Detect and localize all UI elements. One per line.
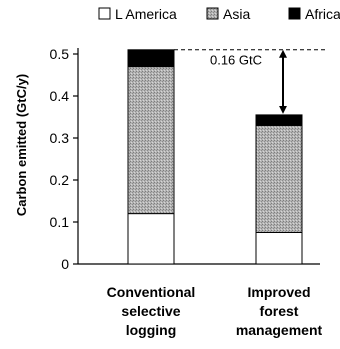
bar-africa-2 <box>255 114 303 126</box>
x-axis-category-labels: Conventional selective logging Improved fore… <box>107 284 323 338</box>
bar-asia-2 <box>255 124 303 233</box>
difference-label: 0.16 GtC <box>210 52 262 67</box>
y-tick-label: 0 <box>61 256 69 272</box>
difference-annotation: 0.16 GtC <box>174 49 326 114</box>
y-tick-label: 0.4 <box>50 88 70 104</box>
legend-label-asia: Asia <box>223 6 250 22</box>
bars <box>127 49 303 265</box>
legend-swatch-asia <box>206 7 219 20</box>
legend-swatch-africa <box>288 7 301 20</box>
legend-label-africa: Africa <box>305 6 340 22</box>
bar-asia-1 <box>127 66 175 215</box>
x-category-label: Conventional selective logging <box>107 284 196 338</box>
x-category-label: Improved forest management <box>236 284 323 338</box>
y-tick-label: 0.1 <box>50 214 70 230</box>
bar-l-america-2 <box>255 232 303 265</box>
legend-swatch-l-america <box>98 7 111 20</box>
y-tick-label: 0.3 <box>50 130 70 146</box>
y-axis-title: Carbon emitted (GtC/y) <box>14 74 29 216</box>
y-tick-label: 0.2 <box>50 172 70 188</box>
legend: L America Asia Africa <box>98 6 340 22</box>
bar-l-america-1 <box>127 213 175 265</box>
y-tick-label: 0.5 <box>50 46 70 62</box>
bar-africa-1 <box>127 49 175 68</box>
y-axis: 0 0.1 0.2 0.3 0.4 0.5 <box>50 46 320 272</box>
legend-label-l-america: L America <box>115 6 177 22</box>
